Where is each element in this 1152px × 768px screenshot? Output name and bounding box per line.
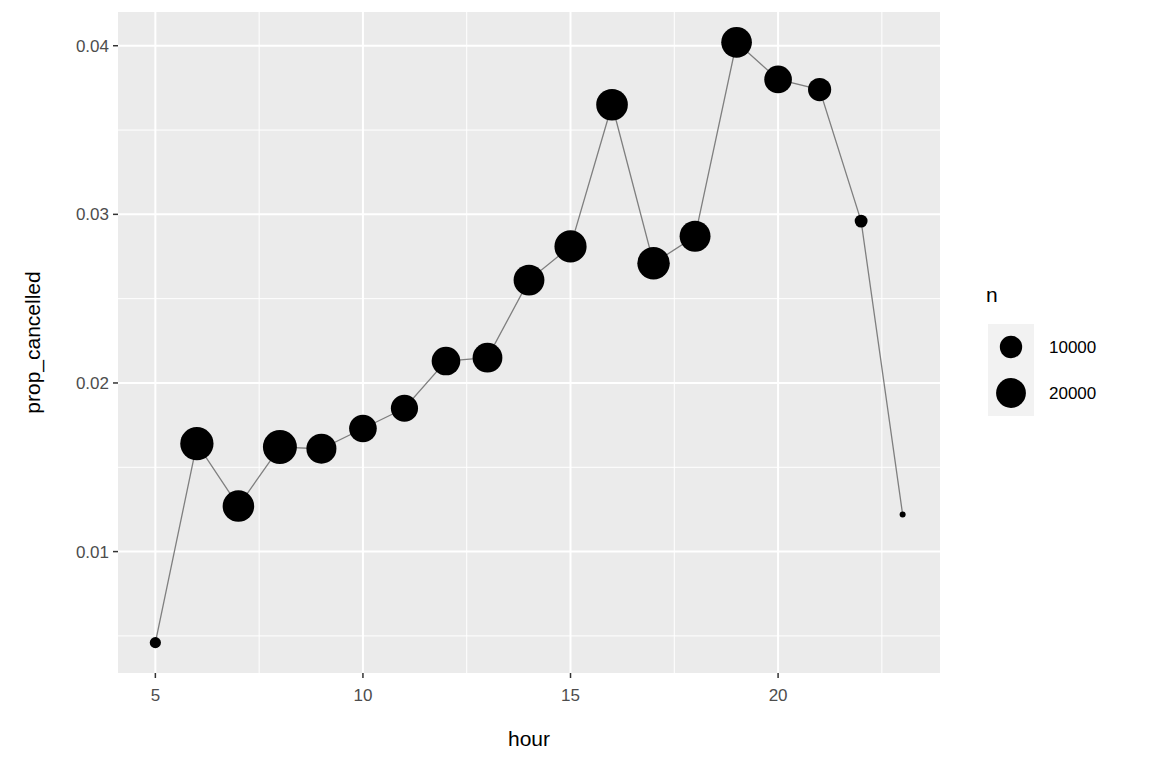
minor-grid (259, 12, 260, 673)
tick (113, 551, 118, 553)
point (514, 265, 545, 296)
point (223, 490, 255, 522)
y-axis-title: prop_cancelled (21, 271, 45, 413)
grid-line (362, 12, 364, 673)
minor-grid (674, 12, 675, 673)
tick-label: 15 (561, 686, 580, 705)
point (808, 78, 831, 101)
grid-line (118, 45, 940, 47)
plot-area (150, 27, 906, 648)
point (150, 637, 161, 648)
tick (113, 382, 118, 384)
grid-line (118, 213, 940, 215)
tick-label: 10 (353, 686, 372, 705)
grid-line (777, 12, 779, 673)
point (855, 215, 868, 228)
tick-label: 0.03 (76, 205, 109, 224)
point (680, 221, 711, 252)
point (391, 395, 418, 422)
point (473, 343, 503, 373)
legend-title: n (986, 283, 998, 306)
tick (570, 673, 572, 678)
tick (362, 673, 364, 678)
grid-line (118, 382, 940, 384)
grid-line (570, 12, 572, 673)
point (306, 434, 336, 464)
tick (777, 673, 779, 678)
point (596, 89, 628, 121)
minor-grid (881, 12, 882, 673)
minor-grid (118, 130, 940, 131)
legend-point (1000, 336, 1022, 358)
x-axis-title: hour (508, 727, 550, 750)
legend-point (996, 378, 1026, 408)
tick-label: 0.01 (76, 543, 109, 562)
point (180, 427, 213, 460)
chart: 5 10 15 20 0.01 0.02 0.03 0.04 hour prop_cancelle… (0, 0, 1152, 768)
minor-grid (118, 635, 940, 636)
tick-label: 5 (151, 686, 160, 705)
minor-grid (118, 467, 940, 468)
point (263, 430, 297, 464)
minor-grid (466, 12, 467, 673)
point (432, 347, 461, 376)
tick (155, 673, 157, 678)
minor-grid (118, 298, 940, 299)
tick-label: 20 (769, 686, 788, 705)
point (349, 415, 377, 443)
panel (118, 12, 940, 673)
legend-key (988, 324, 1034, 370)
point (900, 511, 906, 517)
tick (113, 214, 118, 216)
grid-line (154, 12, 156, 673)
point (554, 230, 586, 262)
tick-label: 0.04 (76, 37, 109, 56)
point (721, 27, 752, 58)
point (764, 66, 792, 94)
point (637, 247, 669, 279)
legend-label: 20000 (1049, 384, 1096, 403)
legend-label: 10000 (1049, 338, 1096, 357)
tick (113, 45, 118, 47)
grid-line (118, 551, 940, 553)
tick-label: 0.02 (76, 374, 109, 393)
legend-key (988, 370, 1034, 416)
line (155, 42, 902, 642)
